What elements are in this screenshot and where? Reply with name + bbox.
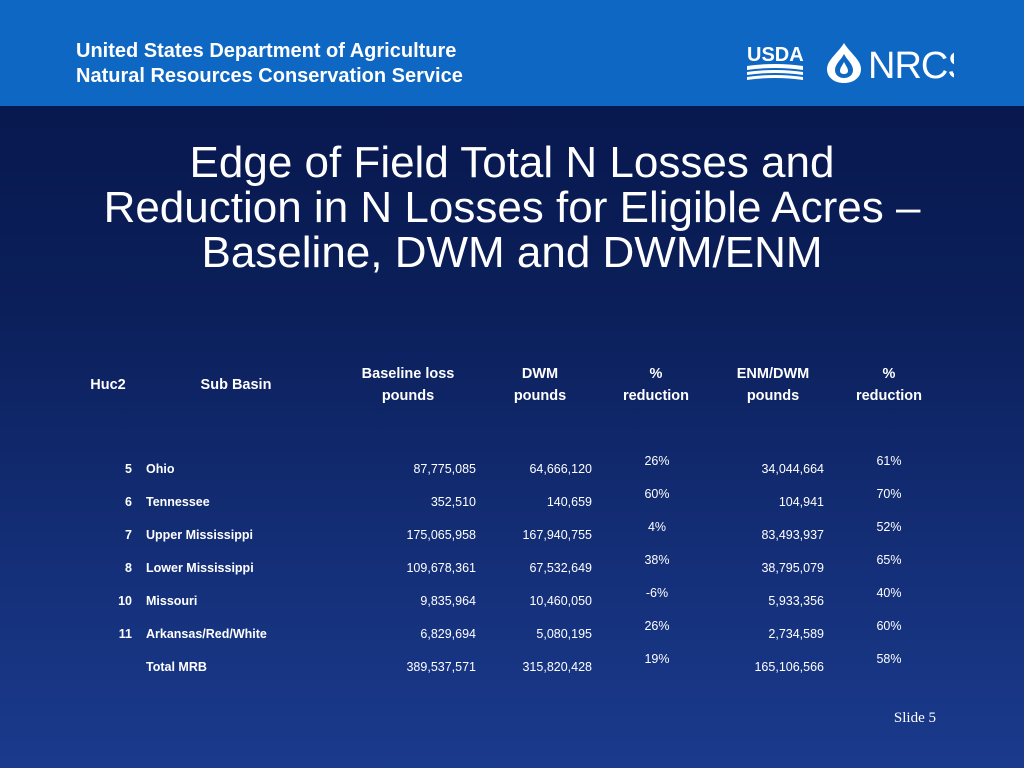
cell-sub-basin: Total MRB	[146, 660, 207, 674]
nrcs-logo-text: NRCS	[868, 45, 954, 84]
cell-baseline: 109,678,361	[406, 561, 476, 575]
col-header-huc2: Huc2	[90, 377, 126, 393]
cell-enm-dwm: 83,493,937	[761, 528, 824, 542]
agency-name-line2: Natural Resources Conservation Service	[76, 65, 463, 87]
cell-enm-dwm: 38,795,079	[761, 561, 824, 575]
col-header-enm-dwm: ENM/DWM pounds	[736, 366, 810, 404]
cell-dwm-reduction: -6%	[645, 586, 669, 600]
cell-huc2: 7	[125, 528, 132, 542]
cell-huc2: 10	[118, 594, 132, 608]
cell-dwm-reduction: 60%	[644, 487, 670, 501]
slide-title: Edge of Field Total N Losses and Reducti…	[40, 140, 984, 275]
agency-name-line1: United States Department of Agriculture	[76, 40, 457, 62]
cell-dwm-reduction: 4%	[647, 520, 667, 534]
cell-enm-dwm: 2,734,589	[768, 627, 824, 641]
slide-title-line2: Reduction in N Losses for Eligible Acres…	[103, 183, 921, 232]
cell-dwm: 10,460,050	[529, 594, 592, 608]
cell-baseline: 389,537,571	[406, 660, 476, 674]
col-header-dwm-reduction: % reduction	[622, 366, 690, 404]
slide-title-line1: Edge of Field Total N Losses and	[189, 138, 835, 187]
cell-dwm-reduction: 19%	[644, 652, 670, 666]
cell-enm-dwm: 34,044,664	[761, 462, 824, 476]
col-header-enm-reduction: % reduction	[855, 366, 923, 404]
cell-enm-reduction: 40%	[876, 586, 902, 600]
cell-dwm: 315,820,428	[522, 660, 592, 674]
cell-enm-reduction: 60%	[876, 619, 902, 633]
slide-title-line3: Baseline, DWM and DWM/ENM	[201, 228, 823, 277]
slide-number: Slide 5	[893, 710, 936, 726]
col-header-baseline: Baseline loss pounds	[361, 366, 455, 404]
col-header-dwm: DWM pounds	[513, 366, 567, 404]
water-drop-icon	[827, 43, 861, 83]
cell-enm-reduction: 58%	[876, 652, 902, 666]
cell-baseline: 175,065,958	[406, 528, 476, 542]
cell-dwm: 5,080,195	[536, 627, 592, 641]
cell-baseline: 9,835,964	[420, 594, 476, 608]
cell-huc2: 11	[118, 627, 132, 641]
nrcs-logo: NRCS	[827, 43, 954, 84]
cell-sub-basin: Lower Mississippi	[146, 561, 254, 575]
header-bar: United States Department of Agriculture …	[0, 0, 1024, 106]
cell-sub-basin: Upper Mississippi	[146, 528, 253, 542]
cell-enm-reduction: 70%	[876, 487, 902, 501]
usda-logo: USDA	[747, 44, 804, 80]
cell-huc2: 8	[125, 561, 132, 575]
cell-sub-basin: Tennessee	[146, 495, 210, 509]
cell-baseline: 87,775,085	[413, 462, 476, 476]
cell-dwm-reduction: 38%	[644, 553, 670, 567]
cell-enm-reduction: 65%	[876, 553, 902, 567]
cell-enm-dwm: 5,933,356	[768, 594, 824, 608]
cell-huc2: 5	[125, 462, 132, 476]
cell-enm-dwm: 104,941	[778, 495, 824, 509]
cell-baseline: 352,510	[430, 495, 476, 509]
cell-dwm: 140,659	[546, 495, 592, 509]
cell-enm-reduction: 52%	[876, 520, 902, 534]
cell-sub-basin: Arkansas/Red/White	[146, 627, 267, 641]
cell-sub-basin: Ohio	[146, 462, 175, 476]
cell-huc2: 6	[125, 495, 132, 509]
cell-dwm-reduction: 26%	[644, 619, 670, 633]
cell-sub-basin: Missouri	[146, 594, 198, 608]
cell-dwm: 67,532,649	[529, 561, 592, 575]
cell-enm-reduction: 61%	[876, 454, 902, 468]
agency-name: United States Department of Agriculture …	[76, 39, 463, 89]
cell-dwm: 167,940,755	[522, 528, 592, 542]
cell-baseline: 6,829,694	[420, 627, 476, 641]
col-header-sub-basin: Sub Basin	[200, 377, 272, 393]
cell-dwm: 64,666,120	[529, 462, 592, 476]
cell-dwm-reduction: 26%	[644, 454, 670, 468]
cell-enm-dwm: 165,106,566	[754, 660, 824, 674]
usda-logo-text: USDA	[747, 44, 804, 66]
